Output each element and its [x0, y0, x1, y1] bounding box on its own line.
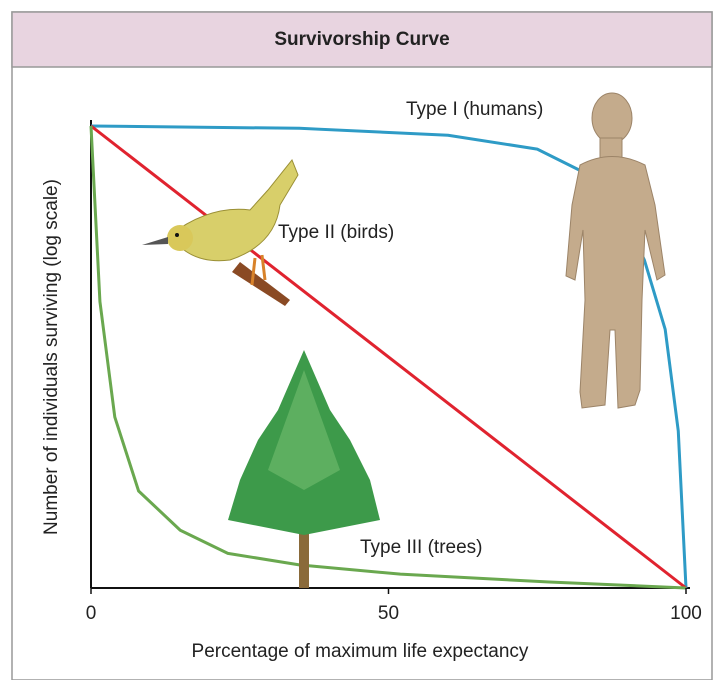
- chart-title: Survivorship Curve: [274, 29, 449, 50]
- x-tick-label: 100: [670, 603, 702, 624]
- series-label: Type II (birds): [278, 222, 394, 243]
- x-axis-label: Percentage of maximum life expectancy: [192, 641, 529, 662]
- x-tick-label: 50: [378, 603, 399, 624]
- y-axis-label: Number of individuals surviving (log sca…: [41, 179, 62, 535]
- series-label: Type III (trees): [360, 537, 482, 558]
- chart: Survivorship Curve Percentage of maximum…: [0, 0, 719, 680]
- x-tick-label: 0: [86, 603, 97, 624]
- series-label: Type I (humans): [406, 99, 543, 120]
